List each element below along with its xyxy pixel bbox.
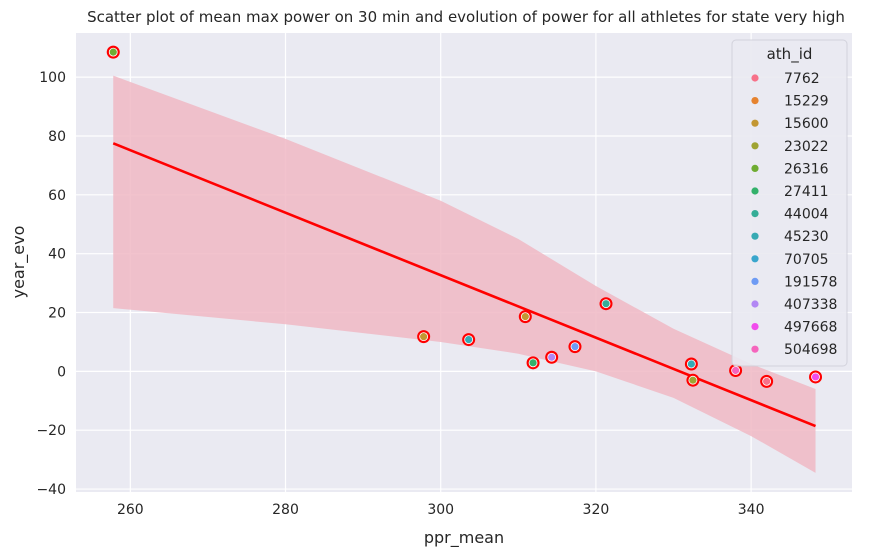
legend-marker: [751, 232, 759, 240]
legend-label: 27411: [784, 184, 829, 200]
x-tick-label: 260: [117, 502, 144, 518]
legend-label: 23022: [784, 139, 829, 155]
legend-label: 407338: [784, 297, 837, 313]
legend-marker: [751, 210, 759, 218]
data-point: [464, 335, 474, 344]
legend-label: 15600: [784, 116, 829, 132]
legend-marker: [751, 187, 759, 195]
legend: ath_id 7762 15229 15600 23022 26316 27411 44004…: [731, 39, 848, 367]
legend-label: 497668: [784, 320, 837, 336]
data-point: [731, 366, 740, 375]
data-point: [108, 47, 118, 57]
data-point: [547, 352, 557, 362]
y-axis-ticks: −40 −20 0 20 40 60 80 100: [36, 70, 66, 498]
legend-marker: [751, 323, 759, 331]
legend-marker: [751, 142, 759, 150]
y-axis-label: year_evo: [9, 226, 29, 299]
x-axis-ticks: 260 280 300 320 340: [117, 502, 765, 518]
legend-marker: [751, 255, 759, 263]
y-tick-label: 60: [48, 188, 66, 204]
legend-marker: [751, 119, 759, 127]
legend-marker: [751, 277, 759, 285]
legend-marker: [751, 300, 759, 308]
legend-label: 26316: [784, 161, 829, 177]
x-tick-label: 320: [583, 502, 610, 518]
confidence-interval: [113, 75, 816, 473]
data-point: [419, 332, 429, 342]
legend-label: 70705: [784, 252, 829, 268]
y-tick-label: −40: [36, 482, 66, 498]
legend-label: 44004: [784, 207, 829, 223]
data-point: [811, 372, 820, 382]
x-tick-label: 340: [738, 502, 765, 518]
data-point: [688, 375, 698, 385]
data-point: [686, 359, 696, 369]
legend-box: [731, 39, 848, 367]
legend-label: 45230: [784, 229, 829, 245]
y-tick-label: 40: [48, 247, 66, 263]
data-point: [570, 342, 580, 352]
legend-marker: [751, 74, 759, 82]
legend-label: 15229: [784, 94, 829, 110]
data-point: [762, 376, 772, 386]
legend-label: 7762: [784, 71, 820, 87]
legend-marker: [751, 97, 759, 105]
x-axis-label: ppr_mean: [424, 528, 504, 548]
legend-marker: [751, 164, 759, 172]
legend-title: ath_id: [767, 45, 813, 64]
legend-marker: [751, 345, 759, 353]
y-tick-label: 80: [48, 129, 66, 145]
data-point: [528, 358, 538, 368]
x-tick-label: 280: [272, 502, 299, 518]
data-point: [520, 312, 530, 322]
legend-label: 504698: [784, 342, 837, 358]
y-tick-label: −20: [36, 423, 66, 439]
y-tick-label: 0: [57, 364, 66, 380]
x-tick-label: 300: [427, 502, 454, 518]
data-points: [106, 45, 823, 388]
chart-title: Scatter plot of mean max power on 30 min…: [87, 8, 845, 26]
y-tick-label: 20: [48, 306, 66, 322]
confidence-band: [113, 75, 816, 473]
data-point: [601, 299, 611, 309]
y-tick-label: 100: [39, 70, 66, 86]
legend-label: 191578: [784, 274, 837, 290]
